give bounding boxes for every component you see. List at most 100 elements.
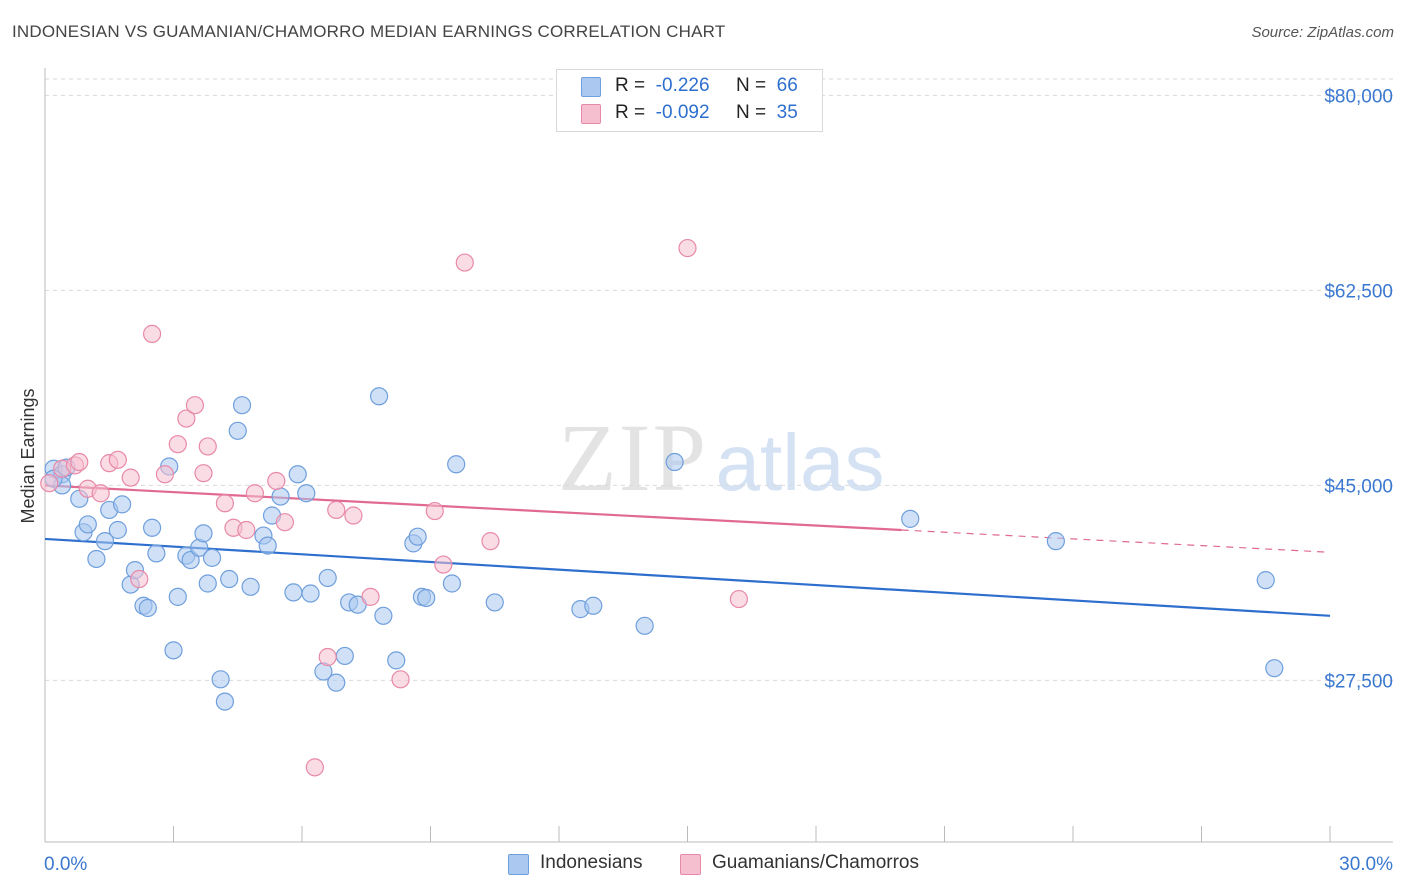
- data-point-blue: [447, 455, 466, 474]
- axes: [44, 68, 1393, 843]
- data-point-blue: [138, 598, 157, 618]
- data-point-blue: [408, 527, 427, 546]
- data-point-pink: [237, 520, 256, 540]
- watermark-zip: ZIP: [558, 404, 708, 511]
- legend-swatch-pink: [581, 104, 601, 124]
- data-point-blue: [374, 606, 393, 625]
- y-axis-title: Median Earnings: [18, 388, 38, 523]
- data-point-blue: [442, 574, 462, 593]
- data-point-pink: [678, 238, 697, 258]
- data-point-blue: [1265, 659, 1284, 678]
- bottom-legend-label: Indonesians: [540, 852, 643, 873]
- data-point-blue: [198, 574, 217, 593]
- data-point-blue: [215, 692, 234, 711]
- legend-r-value: -0.092: [655, 102, 710, 123]
- legend-n-value: 35: [776, 102, 798, 123]
- trend-lines: [44, 484, 1331, 617]
- data-point-blue: [485, 593, 504, 612]
- y-tick-label: $80,000: [1324, 86, 1393, 107]
- x-tick-label-min: 0.0%: [44, 854, 87, 875]
- data-point-blue: [297, 484, 316, 503]
- data-point-pink: [729, 589, 749, 609]
- legend-n-label: N =: [735, 102, 767, 123]
- data-point-blue: [112, 495, 132, 514]
- bottom-legend-swatch-pink: [680, 854, 701, 875]
- data-point-pink: [40, 474, 59, 493]
- data-point-blue: [202, 548, 222, 567]
- data-point-blue: [318, 568, 337, 588]
- data-point-blue: [665, 452, 684, 472]
- data-point-pink: [155, 465, 175, 484]
- data-point-pink: [121, 468, 140, 487]
- data-point-blue: [271, 487, 290, 506]
- data-point-blue: [95, 532, 115, 551]
- trend-line-pink: [44, 484, 902, 532]
- chart-title: INDONESIAN VS GUAMANIAN/CHAMORRO MEDIAN …: [12, 22, 726, 41]
- data-point-pink: [318, 647, 337, 667]
- data-point-blue: [164, 641, 183, 660]
- watermark: ZIP atlas: [558, 404, 884, 511]
- data-point-pink: [177, 409, 196, 428]
- data-point-pink: [185, 396, 205, 415]
- legend-r-label: R =: [615, 75, 646, 96]
- source-label: Source: ZipAtlas.com: [1251, 24, 1394, 41]
- data-point-pink: [305, 758, 324, 777]
- data-point-blue: [370, 387, 389, 406]
- axis-labels: $80,000 $62,500 $45,000 $27,500 0.0% 30.0%: [44, 86, 1393, 875]
- data-point-blue: [108, 520, 127, 540]
- data-point-pink: [198, 437, 217, 456]
- data-point-pink: [344, 506, 363, 525]
- trend-line-extension-pink: [901, 529, 1331, 553]
- data-point-pink: [91, 484, 110, 503]
- data-point-pink: [215, 494, 234, 513]
- data-point-pink: [194, 464, 213, 483]
- data-point-pink: [70, 452, 89, 472]
- y-tick-label: $62,500: [1324, 281, 1393, 302]
- bottom-legend-swatch-blue: [508, 854, 529, 875]
- y-tick-label: $27,500: [1324, 671, 1393, 692]
- x-tick-label-max: 30.0%: [1339, 854, 1393, 875]
- data-point-blue: [194, 524, 213, 543]
- data-point-blue: [168, 587, 187, 606]
- data-point-blue: [228, 421, 247, 440]
- data-point-blue: [258, 536, 277, 555]
- data-point-pink: [108, 450, 127, 469]
- legend-n-label: N =: [735, 75, 767, 96]
- data-point-pink: [434, 555, 453, 574]
- data-point-blue: [241, 577, 260, 596]
- data-point-pink: [245, 484, 264, 503]
- data-point-blue: [327, 673, 346, 692]
- legend-n-value: 66: [776, 75, 798, 96]
- data-point-pink: [391, 670, 410, 689]
- data-point-blue: [288, 465, 307, 484]
- data-point-blue: [147, 544, 166, 563]
- y-tick-label: $45,000: [1324, 476, 1393, 497]
- data-point-blue: [584, 596, 603, 615]
- data-point-blue: [387, 651, 406, 670]
- data-point-pink: [327, 500, 346, 520]
- data-point-pink: [267, 471, 286, 491]
- data-point-pink: [275, 513, 294, 532]
- data-point-pink: [142, 324, 162, 343]
- watermark-atlas: atlas: [716, 418, 885, 507]
- data-point-blue: [232, 396, 252, 415]
- data-point-blue: [901, 509, 920, 528]
- data-point-blue: [1256, 571, 1275, 590]
- legend-r-label: R =: [615, 102, 646, 123]
- data-point-blue: [284, 583, 303, 602]
- trend-line-blue: [44, 537, 1331, 617]
- data-point-pink: [361, 587, 380, 606]
- data-point-blue: [211, 670, 230, 689]
- legend-r-value: -0.226: [655, 75, 710, 96]
- data-point-pink: [168, 435, 187, 454]
- data-point-blue: [635, 616, 654, 635]
- data-point-pink: [130, 569, 149, 589]
- bottom-legend-label: Guamanians/Chamorros: [712, 852, 919, 873]
- correlation-legend: R = -0.226 N = 66 R = -0.092 N = 35: [556, 69, 823, 132]
- data-point-blue: [417, 588, 436, 608]
- data-point-blue: [220, 569, 239, 589]
- data-point-blue: [142, 518, 162, 537]
- data-point-blue: [335, 646, 354, 666]
- data-point-blue: [301, 584, 320, 603]
